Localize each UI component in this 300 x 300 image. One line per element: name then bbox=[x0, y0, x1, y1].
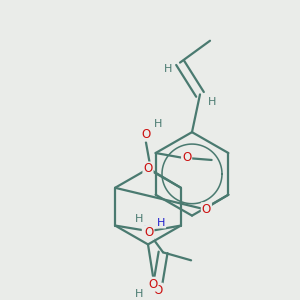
Text: H: H bbox=[157, 218, 165, 228]
Text: O: O bbox=[141, 128, 151, 141]
Text: H: H bbox=[135, 289, 143, 299]
Text: H: H bbox=[208, 97, 216, 107]
Text: O: O bbox=[144, 226, 154, 239]
Text: O: O bbox=[202, 203, 211, 216]
Text: H: H bbox=[154, 119, 162, 129]
Text: N: N bbox=[143, 224, 152, 237]
Text: O: O bbox=[148, 278, 158, 291]
Text: H: H bbox=[164, 64, 172, 74]
Text: O: O bbox=[182, 152, 191, 164]
Text: H: H bbox=[135, 214, 143, 224]
Text: O: O bbox=[143, 162, 153, 176]
Text: O: O bbox=[154, 284, 163, 297]
